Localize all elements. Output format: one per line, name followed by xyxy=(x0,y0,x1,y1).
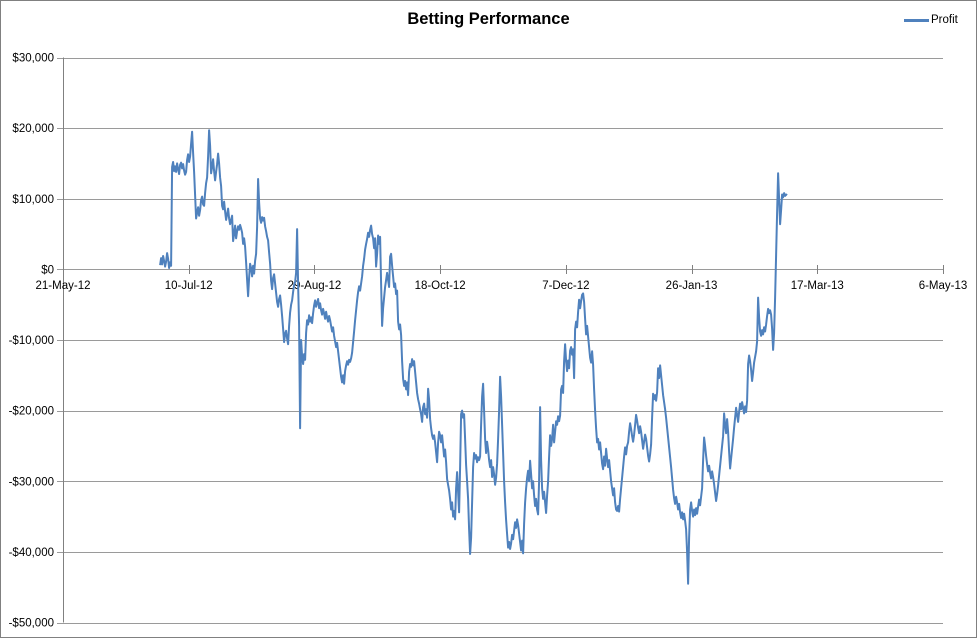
svg-text:-$20,000: -$20,000 xyxy=(9,406,54,418)
legend-label: Profit xyxy=(931,14,958,26)
svg-text:$20,000: $20,000 xyxy=(12,123,54,135)
legend: Profit xyxy=(904,12,958,28)
x-axis-ticks xyxy=(63,265,944,274)
svg-text:18-Oct-12: 18-Oct-12 xyxy=(415,280,466,292)
x-axis-labels: 21-May-12 10-Jul-12 29-Aug-12 18-Oct-12 7-De… xyxy=(36,280,968,292)
svg-text:-$10,000: -$10,000 xyxy=(9,335,54,347)
svg-text:21-May-12: 21-May-12 xyxy=(36,280,91,292)
y-axis-labels: $30,000 $20,000 $10,000 $0 -$10,000 -$20,000 -… xyxy=(9,53,54,630)
svg-text:26-Jan-13: 26-Jan-13 xyxy=(666,280,718,292)
svg-text:-$50,000: -$50,000 xyxy=(9,618,54,630)
svg-text:6-May-13: 6-May-13 xyxy=(919,280,968,292)
svg-text:10-Jul-12: 10-Jul-12 xyxy=(165,280,213,292)
svg-text:-$40,000: -$40,000 xyxy=(9,547,54,559)
svg-text:-$30,000: -$30,000 xyxy=(9,476,54,488)
chart-title: Betting Performance xyxy=(407,10,570,28)
y-gridlines xyxy=(57,58,943,624)
legend-line-icon xyxy=(904,18,929,22)
svg-text:7-Dec-12: 7-Dec-12 xyxy=(542,280,589,292)
svg-text:$30,000: $30,000 xyxy=(12,53,54,65)
svg-text:$0: $0 xyxy=(41,264,54,276)
svg-text:$10,000: $10,000 xyxy=(12,194,54,206)
profit-line-series xyxy=(159,129,788,585)
svg-text:29-Aug-12: 29-Aug-12 xyxy=(288,280,342,292)
svg-text:17-Mar-13: 17-Mar-13 xyxy=(791,280,844,292)
